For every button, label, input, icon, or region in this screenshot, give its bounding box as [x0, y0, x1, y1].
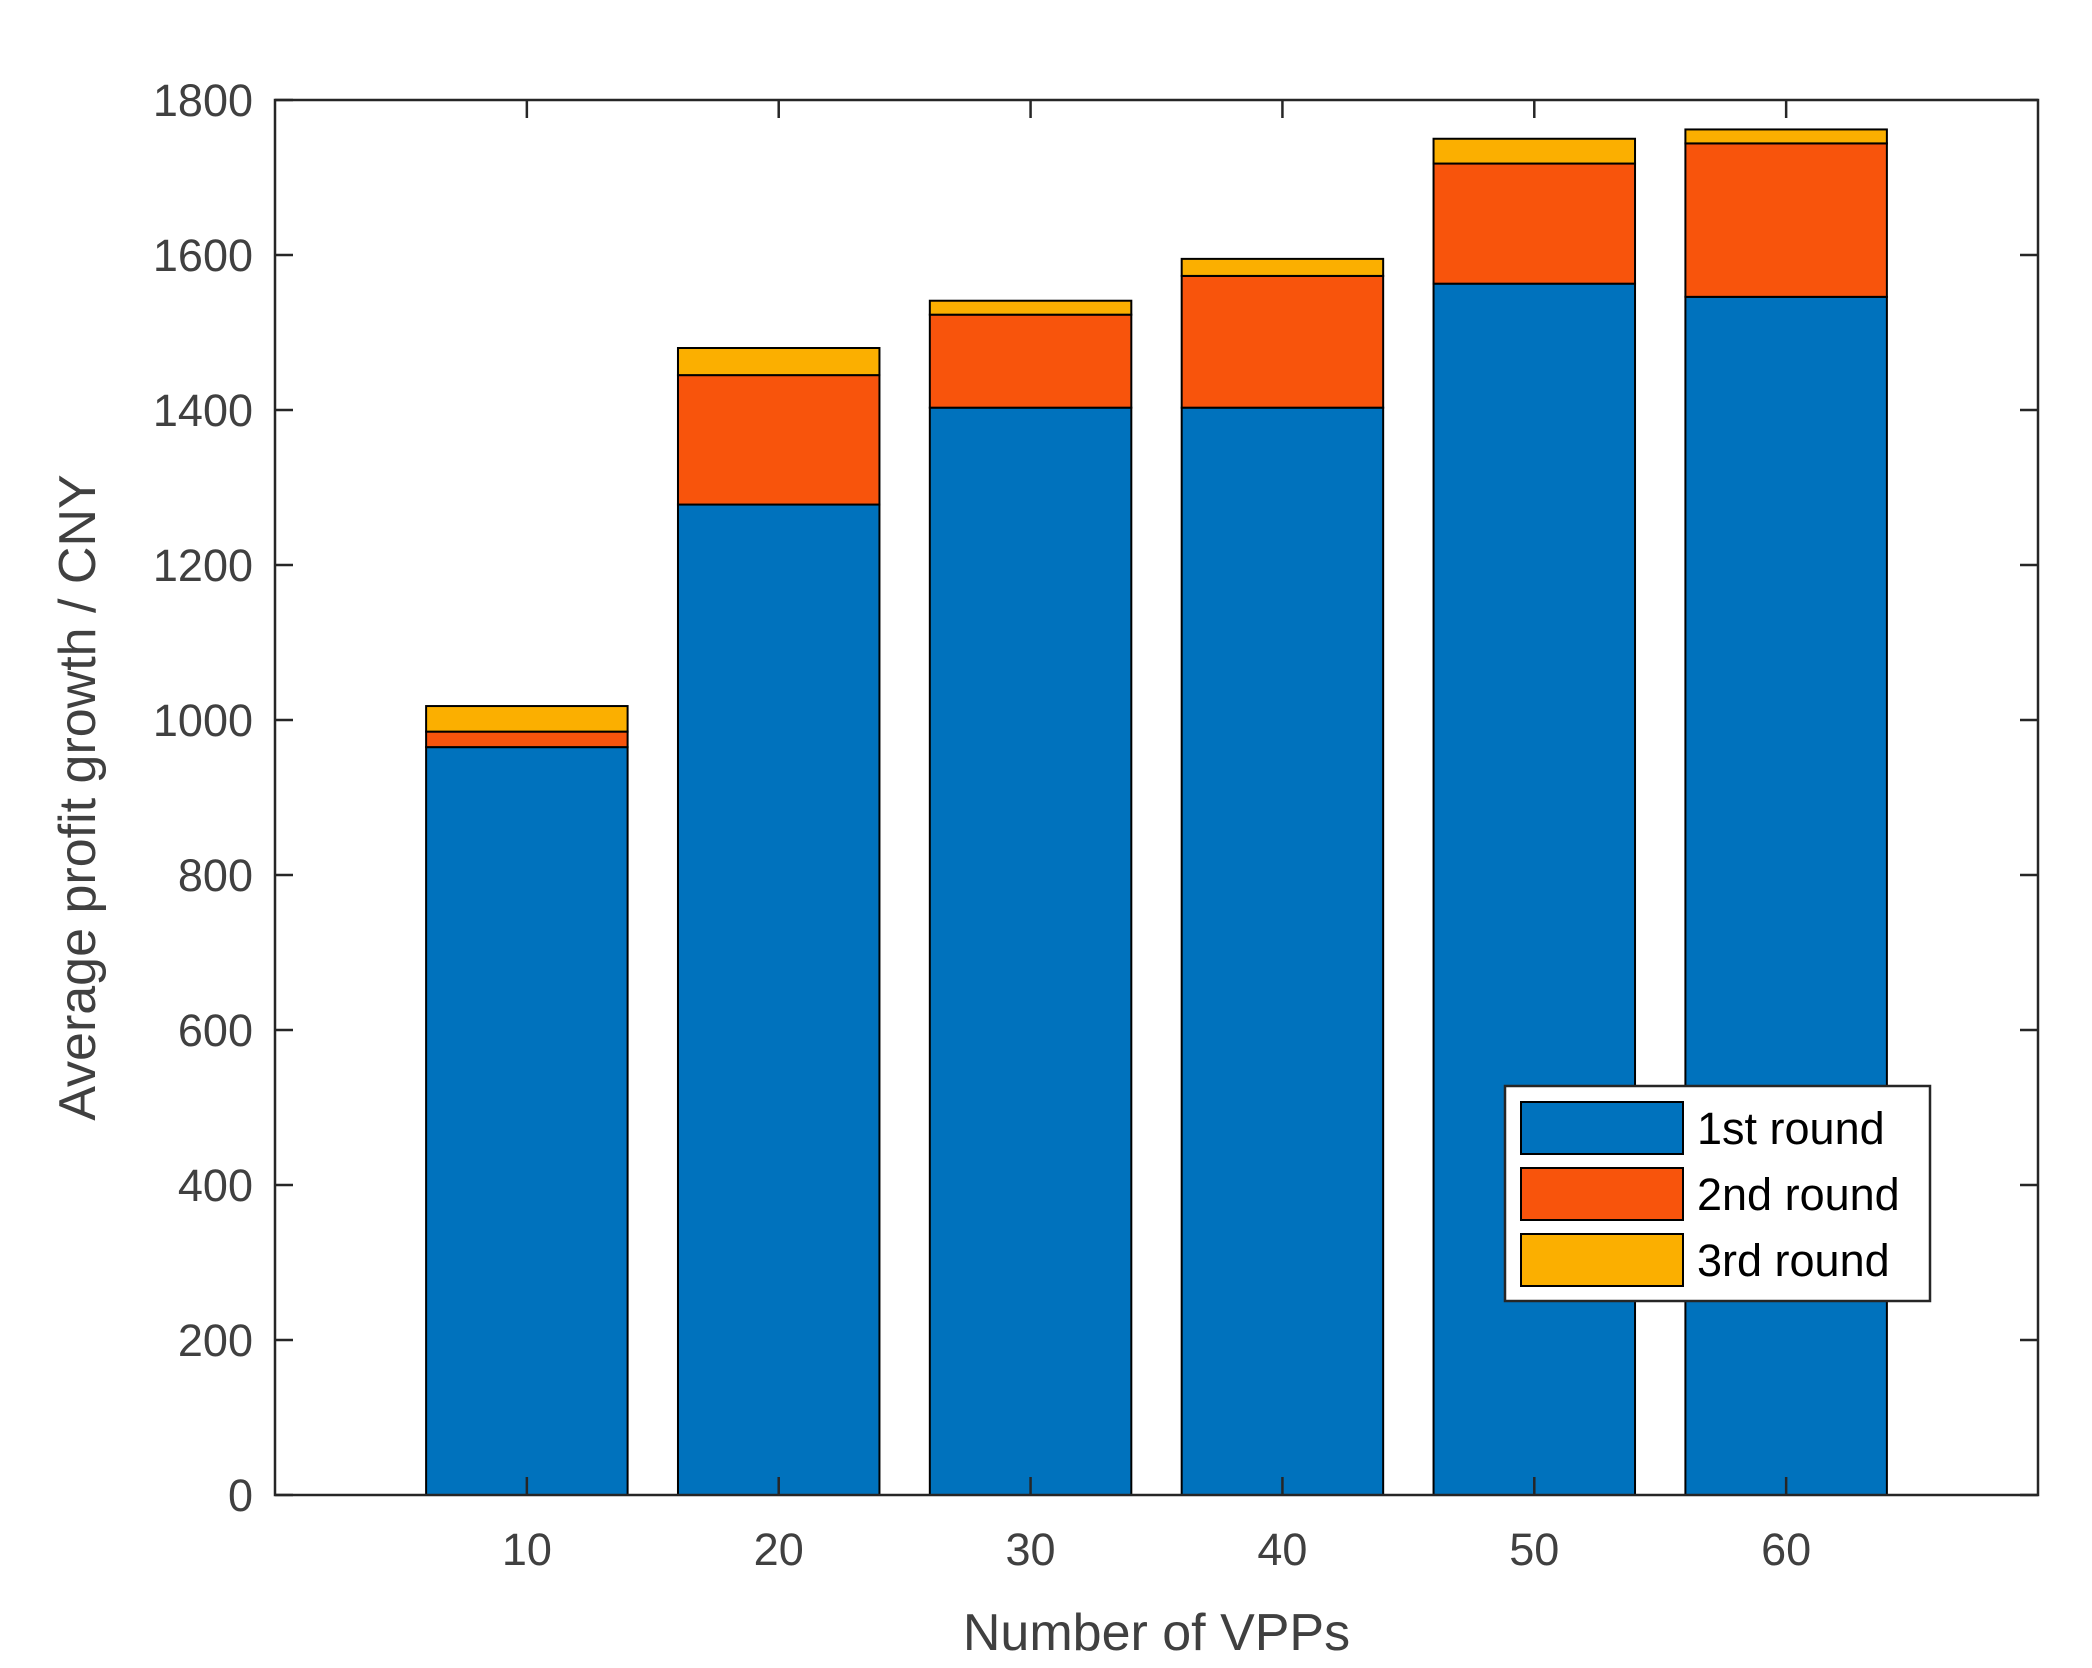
x-tick-label: 60 [1761, 1524, 1811, 1575]
y-axis-title: Average profit growth / CNY [49, 474, 107, 1120]
y-tick-label: 400 [178, 1160, 253, 1211]
bar-segment-20-series-2 [676, 374, 881, 506]
legend-swatch [1520, 1167, 1684, 1221]
legend-label: 3rd round [1697, 1235, 1890, 1286]
bar-segment-10-series-2 [425, 730, 629, 749]
bar-segment-40-series-1 [1180, 406, 1385, 1496]
legend-label: 2nd round [1697, 1169, 1900, 1220]
bar-segment-20-series-1 [676, 503, 881, 1496]
bar-segment-40-series-3 [1180, 257, 1385, 277]
plot-area-frame [273, 98, 2040, 1497]
y-tick-label: 600 [178, 1005, 253, 1056]
bar-segment-60-series-2 [1684, 142, 1888, 298]
y-tick-label: 1000 [153, 695, 253, 746]
bar-segment-30-series-3 [928, 299, 1133, 316]
bar-segment-30-series-1 [928, 406, 1133, 1496]
bar-segment-10-series-3 [425, 705, 629, 733]
y-tick-label: 800 [178, 850, 253, 901]
x-tick-label: 50 [1509, 1524, 1559, 1575]
bar-segment-50-series-3 [1432, 137, 1637, 165]
bar-segment-20-series-3 [676, 347, 881, 377]
x-tick-label: 30 [1006, 1524, 1056, 1575]
bar-segment-50-series-2 [1432, 162, 1637, 285]
legend: 1st round 2nd round 3rd round [1503, 1084, 1932, 1303]
legend-swatch [1520, 1101, 1684, 1155]
bar-segment-30-series-2 [928, 313, 1133, 409]
y-tick-label: 0 [228, 1470, 253, 1521]
bar-segment-40-series-2 [1180, 274, 1385, 409]
bar-segment-50-series-1 [1432, 282, 1637, 1496]
legend-swatch [1520, 1233, 1684, 1287]
x-axis: 10 20 30 40 50 60 [502, 100, 1811, 1575]
y-tick-label: 1200 [153, 540, 253, 591]
x-tick-label: 40 [1257, 1524, 1307, 1575]
bar-segment-60-series-1 [1684, 295, 1888, 1497]
x-tick-label: 20 [754, 1524, 804, 1575]
y-tick-label: 1400 [153, 385, 253, 436]
y-tick-label: 1600 [153, 230, 253, 281]
y-axis: 0 200 400 600 800 1000 1200 1400 1600 1800 [153, 75, 2038, 1521]
y-tick-label: 1800 [153, 75, 253, 126]
legend-label: 1st round [1697, 1103, 1885, 1154]
bar-segment-10-series-1 [425, 746, 629, 1496]
x-tick-label: 10 [502, 1524, 552, 1575]
x-axis-title: Number of VPPs [963, 1604, 1350, 1662]
y-tick-label: 200 [178, 1315, 253, 1366]
bar-segment-60-series-3 [1684, 128, 1888, 145]
